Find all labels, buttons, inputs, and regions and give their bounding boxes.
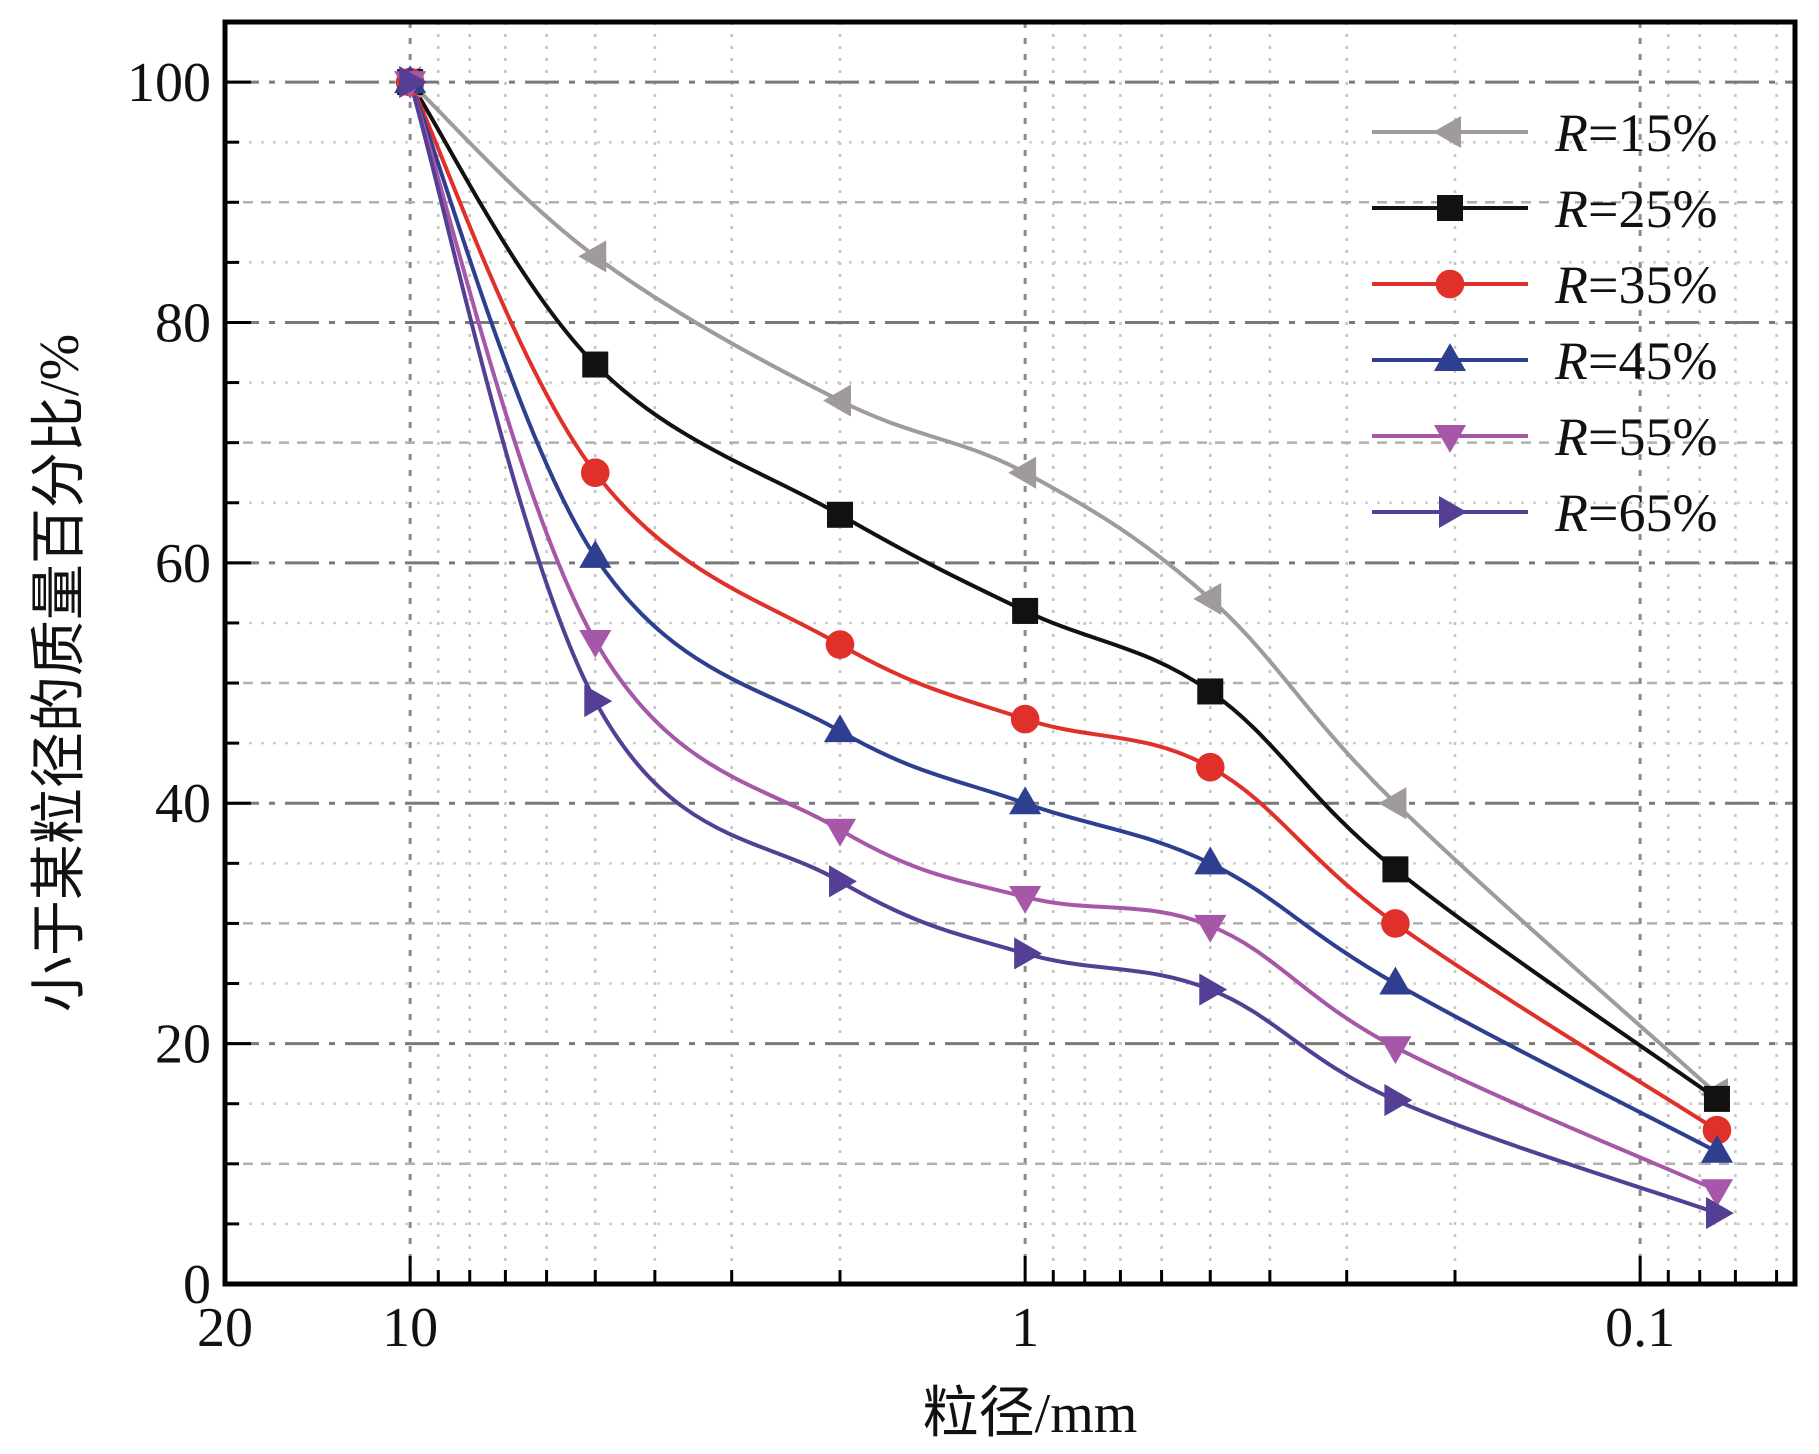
triangle-down-marker — [1379, 1036, 1412, 1065]
series-markers — [393, 65, 1734, 1230]
circle-marker — [1195, 752, 1225, 782]
legend-value: =15% — [1588, 103, 1717, 163]
legend-value: =35% — [1588, 255, 1717, 315]
square-marker — [1012, 597, 1039, 624]
legend-label: R=35% — [1554, 255, 1717, 315]
series-line — [408, 80, 1719, 1096]
triangle-right-marker — [399, 66, 428, 99]
legend-label: R=45% — [1554, 331, 1717, 391]
series-line — [408, 81, 1718, 1154]
legend-label: R=15% — [1554, 103, 1717, 163]
triangle-down-marker — [1009, 886, 1042, 914]
triangle-up-marker — [1433, 343, 1467, 371]
x-axis-title: 粒径/mm — [923, 1383, 1138, 1445]
triangle-right-marker — [829, 865, 857, 898]
triangle-right-marker — [584, 685, 613, 718]
legend-variable: R — [1554, 483, 1588, 543]
square-marker — [582, 351, 609, 378]
x-tick-label: 0.1 — [1605, 1297, 1675, 1359]
triangle-up-marker — [1009, 786, 1042, 815]
x-tick-label: 20 — [197, 1297, 253, 1359]
y-tick-label: 0 — [183, 1254, 211, 1316]
y-tick-label: 80 — [155, 292, 211, 354]
circle-marker — [580, 458, 610, 488]
square-marker — [827, 501, 854, 528]
triangle-down-marker — [579, 629, 612, 658]
circle-marker — [1381, 909, 1410, 938]
legend-variable: R — [1554, 331, 1588, 391]
triangle-right-marker — [1014, 937, 1043, 970]
legend-variable: R — [1554, 255, 1588, 315]
triangle-right-marker — [1384, 1084, 1413, 1117]
legend-value: =55% — [1588, 407, 1717, 467]
legend-value: =45% — [1588, 331, 1717, 391]
triangle-down-marker — [1433, 425, 1467, 453]
circle-marker — [1010, 704, 1040, 734]
triangle-left-marker — [1433, 115, 1461, 149]
legend-value: =25% — [1588, 179, 1717, 239]
y-tick-label: 20 — [155, 1014, 211, 1076]
triangle-up-marker — [823, 714, 857, 743]
triangle-left-marker — [823, 384, 851, 417]
plot-frame — [222, 19, 1798, 1287]
triangle-right-marker — [1439, 495, 1467, 529]
circle-marker — [1435, 269, 1465, 299]
x-tick-label: 10 — [382, 1297, 438, 1359]
y-tick-label: 60 — [155, 533, 211, 595]
legend-label: R=55% — [1554, 407, 1717, 467]
circle-marker — [1702, 1115, 1732, 1145]
circle-marker — [825, 630, 855, 659]
triangle-right-marker — [1199, 973, 1228, 1006]
triangle-right-marker — [1705, 1197, 1734, 1230]
legend-variable: R — [1554, 407, 1588, 467]
triangle-up-marker — [579, 539, 612, 568]
triangle-up-marker — [1700, 1134, 1734, 1163]
square-marker — [1437, 195, 1463, 221]
x-tick-label: 1 — [1011, 1297, 1039, 1359]
legend-label: R=25% — [1554, 179, 1717, 239]
square-marker — [1197, 678, 1224, 705]
triangle-down-marker — [1194, 914, 1227, 943]
triangle-left-marker — [1008, 456, 1037, 489]
series-line — [408, 81, 1719, 1132]
legend-variable: R — [1554, 103, 1588, 163]
legend-variable: R — [1554, 179, 1588, 239]
square-marker — [1382, 856, 1409, 883]
square-marker — [1703, 1085, 1730, 1112]
triangle-left-marker — [1378, 787, 1407, 820]
legend-value: =65% — [1588, 483, 1717, 543]
y-axis-title: 小于某粒径的质量百分比/% — [29, 334, 91, 1012]
triangle-up-marker — [1379, 966, 1412, 995]
y-tick-label: 40 — [155, 773, 211, 835]
triangle-up-marker — [1194, 846, 1227, 875]
triangle-down-marker — [823, 818, 857, 847]
triangle-left-marker — [578, 240, 607, 273]
triangle-left-marker — [1193, 582, 1222, 615]
legend-label: R=65% — [1554, 483, 1717, 543]
axis-ticks — [223, 20, 1779, 1286]
series-line — [408, 80, 1719, 1101]
legend: R=15%R=25%R=35%R=45%R=55%R=65% — [1372, 103, 1717, 543]
y-tick-label: 100 — [127, 52, 211, 114]
triangle-down-marker — [1700, 1179, 1734, 1208]
